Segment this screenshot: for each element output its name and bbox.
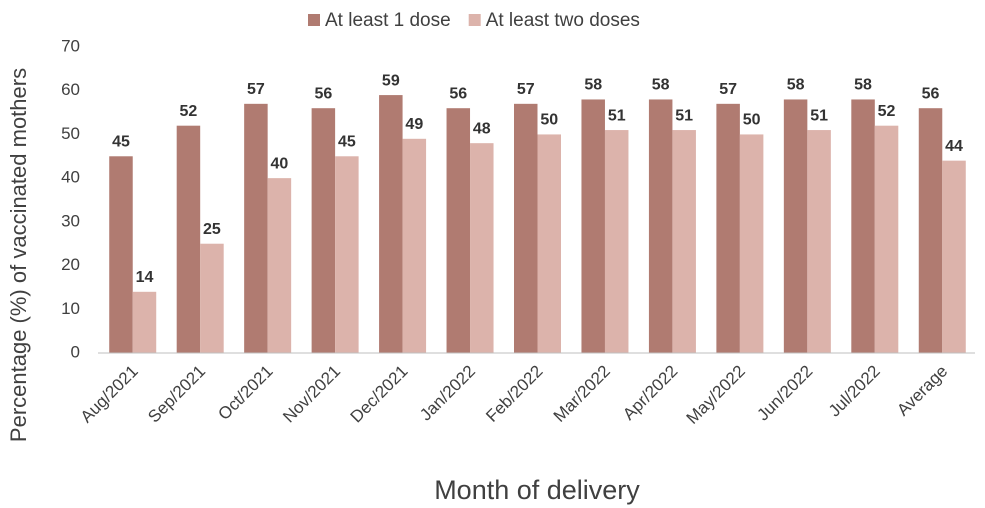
- value-label: 57: [719, 81, 737, 98]
- x-tick-label: Mar/2022: [550, 362, 614, 426]
- x-tick-label: Apr/2022: [619, 362, 681, 424]
- bar: [176, 125, 201, 353]
- value-label: 25: [203, 221, 221, 238]
- value-label: 57: [517, 81, 535, 98]
- value-label: 56: [314, 85, 332, 102]
- x-tick-label: Dec/2021: [347, 362, 412, 427]
- value-label: 40: [271, 155, 289, 172]
- bar: [267, 178, 292, 353]
- y-axis-title: Percentage (%) of vaccinated mothers: [6, 68, 31, 442]
- bar: [672, 130, 696, 353]
- legend-label: At least two doses: [486, 10, 640, 31]
- y-tick-label: 10: [61, 299, 80, 318]
- value-label: 51: [608, 107, 626, 124]
- bar: [311, 108, 336, 353]
- x-tick-label: Sep/2021: [144, 362, 209, 427]
- x-tick-label: Jun/2022: [753, 362, 816, 425]
- y-tick-label: 30: [61, 211, 80, 230]
- bar: [716, 103, 740, 353]
- value-label: 45: [112, 134, 130, 151]
- value-label: 51: [675, 107, 693, 124]
- x-axis-title: Month of delivery: [434, 475, 640, 505]
- x-tick-label: Jan/2022: [416, 362, 479, 425]
- x-tick-label: Feb/2022: [482, 362, 546, 426]
- value-label: 56: [449, 85, 467, 102]
- value-label: 50: [540, 112, 558, 129]
- bar: [807, 130, 831, 353]
- bar: [851, 99, 875, 353]
- x-tick-label: May/2022: [683, 362, 749, 428]
- value-label: 58: [652, 77, 670, 94]
- bar: [537, 134, 561, 353]
- bar: [514, 103, 538, 353]
- bar: [109, 156, 133, 353]
- bar: [783, 99, 808, 353]
- y-tick-label: 70: [61, 36, 80, 55]
- bar: [874, 125, 899, 353]
- bar: [132, 291, 157, 353]
- bar: [402, 138, 427, 353]
- legend-swatch: [468, 14, 481, 26]
- bar: [200, 243, 224, 353]
- value-label: 48: [473, 120, 491, 137]
- value-label: 50: [743, 112, 761, 129]
- value-label: 58: [584, 77, 602, 94]
- value-label: 52: [878, 103, 896, 120]
- y-tick-label: 50: [61, 124, 80, 143]
- value-label: 51: [810, 107, 828, 124]
- x-tick-label: Average: [893, 362, 951, 420]
- bar: [739, 134, 764, 353]
- bar: [581, 99, 605, 353]
- bar: [648, 99, 673, 353]
- bar: [942, 160, 966, 353]
- bar: [379, 95, 403, 353]
- y-tick-label: 0: [71, 342, 80, 361]
- y-tick-label: 20: [61, 255, 80, 274]
- y-tick-label: 60: [61, 80, 80, 99]
- x-tick-label: Oct/2021: [214, 362, 276, 424]
- legend-label: At least 1 dose: [325, 10, 451, 31]
- x-tick-label: Aug/2021: [77, 362, 142, 427]
- bar: [604, 130, 629, 353]
- value-label: 59: [382, 72, 400, 89]
- value-label: 52: [180, 103, 198, 120]
- value-label: 58: [854, 77, 872, 94]
- value-label: 49: [405, 116, 423, 133]
- value-label: 45: [338, 134, 356, 151]
- value-label: 57: [247, 81, 265, 98]
- bar: [244, 103, 268, 353]
- x-tick-label: Nov/2021: [279, 362, 344, 427]
- bar: [335, 156, 359, 353]
- y-tick-label: 40: [61, 168, 80, 187]
- value-label: 56: [922, 85, 940, 102]
- value-label: 44: [945, 138, 963, 155]
- x-tick-label: Jul/2022: [825, 362, 884, 421]
- legend-swatch: [308, 14, 320, 26]
- value-label: 14: [136, 269, 154, 286]
- bar: [918, 108, 943, 353]
- bar: [446, 108, 471, 353]
- bar: [470, 143, 494, 353]
- value-label: 58: [787, 77, 805, 94]
